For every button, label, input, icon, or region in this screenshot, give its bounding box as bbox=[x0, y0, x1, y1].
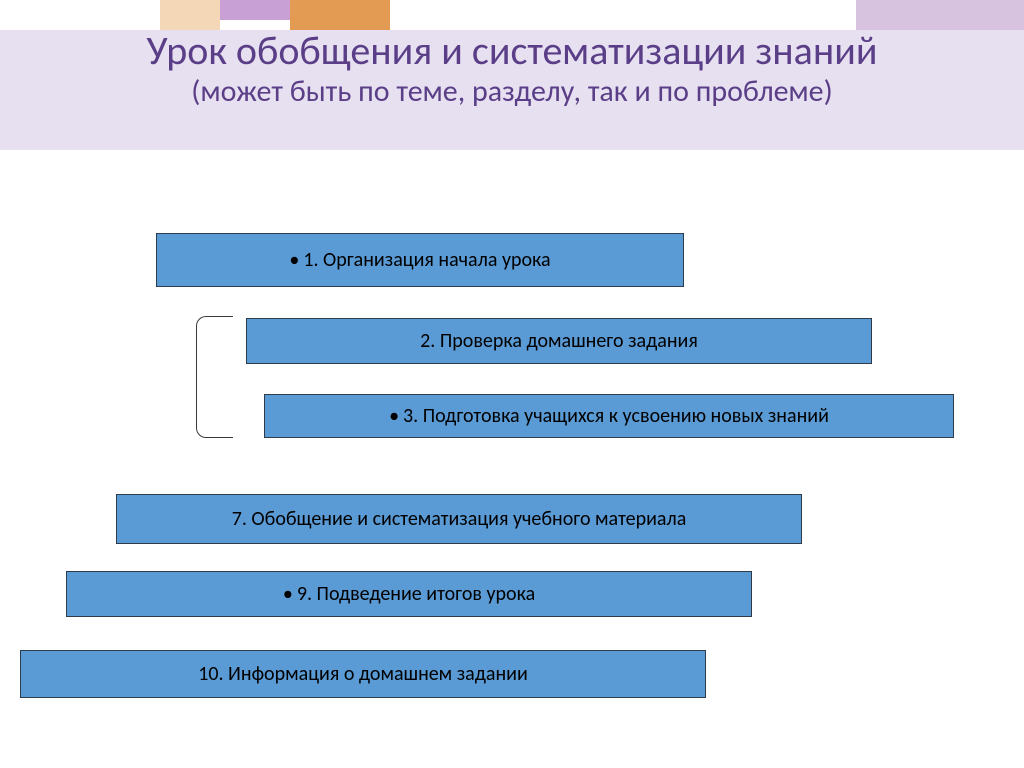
title-main: Урок обобщения и систематизации знаний bbox=[0, 28, 1024, 74]
step-9-label: 9. Подведение итогов урока bbox=[283, 582, 535, 606]
step-9-box: 9. Подведение итогов урока bbox=[66, 571, 752, 617]
step-2-box: 2. Проверка домашнего задания bbox=[246, 318, 872, 364]
step-2-label: 2. Проверка домашнего задания bbox=[420, 329, 698, 353]
title-sub: (может быть по теме, разделу, так и по п… bbox=[0, 74, 1024, 110]
grouping-bracket bbox=[196, 316, 233, 438]
step-7-label: 7. Обобщение и систематизация учебного м… bbox=[232, 507, 687, 531]
slide-title: Урок обобщения и систематизации знаний (… bbox=[0, 28, 1024, 110]
step-7-box: 7. Обобщение и систематизация учебного м… bbox=[116, 494, 802, 544]
step-10-box: 10. Информация о домашнем задании bbox=[20, 650, 706, 698]
decor-block-1 bbox=[220, 0, 290, 20]
step-10-label: 10. Информация о домашнем задании bbox=[198, 662, 528, 686]
step-3-label: 3. Подготовка учащихся к усвоению новых … bbox=[389, 404, 829, 428]
step-1-box: 1. Организация начала урока bbox=[156, 233, 684, 287]
step-3-box: 3. Подготовка учащихся к усвоению новых … bbox=[264, 394, 954, 438]
step-1-label: 1. Организация начала урока bbox=[289, 248, 550, 272]
